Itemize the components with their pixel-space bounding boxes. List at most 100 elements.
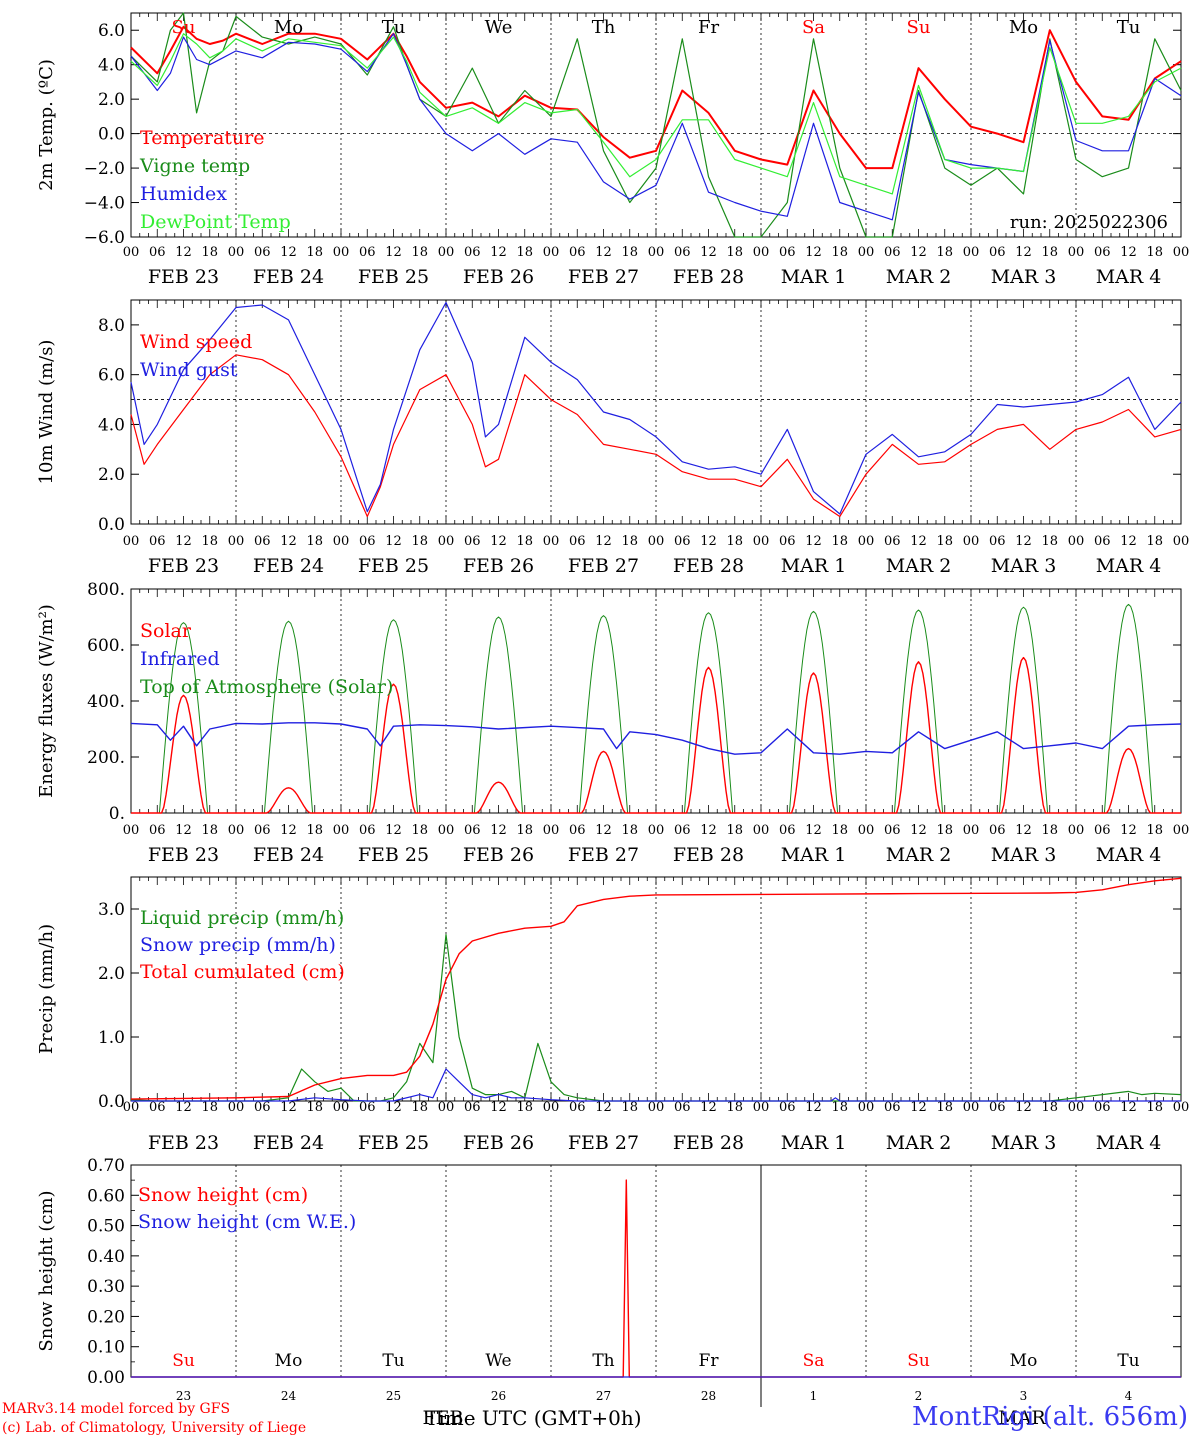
- weekday-label: Tu: [1117, 1351, 1139, 1371]
- y-tick-label: 600.: [87, 636, 125, 656]
- y-axis-title: Energy fluxes (W/m²): [36, 604, 57, 798]
- hour-label: 12: [700, 245, 717, 260]
- y-tick-label: 6.0: [98, 366, 125, 386]
- hour-label: 06: [989, 1100, 1006, 1115]
- hour-label: 00: [1173, 245, 1190, 260]
- weekday-label: Mo: [1009, 17, 1038, 38]
- hour-label: 12: [1120, 534, 1137, 549]
- legend-entry: Liquid precip (mm/h): [140, 907, 344, 929]
- date-label: FEB 25: [358, 555, 429, 577]
- y-tick-label: 8.0: [98, 316, 125, 336]
- hour-label: 00: [333, 245, 350, 260]
- date-label: FEB 24: [253, 844, 324, 866]
- hour-label: 18: [306, 245, 323, 260]
- hour-label: 18: [831, 1100, 848, 1115]
- hour-label: 00: [123, 245, 140, 260]
- hour-label: 18: [1146, 1100, 1163, 1115]
- date-label: MAR 1: [781, 266, 847, 288]
- hour-label: 00: [963, 534, 980, 549]
- date-label: MAR 4: [1096, 266, 1162, 288]
- hour-label: 12: [385, 823, 402, 838]
- hour-label: 18: [516, 1100, 533, 1115]
- y-axis-title: Precip (mm/h): [36, 924, 57, 1054]
- hour-label: 18: [936, 823, 953, 838]
- legend-entry: Snow height (cm W.E.): [138, 1211, 356, 1233]
- hour-label: 18: [411, 823, 428, 838]
- hour-label: 18: [936, 245, 953, 260]
- date-label: MAR 2: [886, 1132, 952, 1154]
- hour-label: 06: [989, 245, 1006, 260]
- hour-label: 06: [569, 245, 586, 260]
- y-tick-label: 200.: [87, 748, 125, 768]
- hour-label: 00: [963, 1100, 980, 1115]
- hour-label: 12: [280, 1100, 297, 1115]
- hour-label: 06: [464, 245, 481, 260]
- legend-entry: Temperature: [140, 127, 264, 149]
- date-label: FEB 28: [673, 555, 744, 577]
- hour-label: 18: [1041, 245, 1058, 260]
- hour-label: 00: [333, 1100, 350, 1115]
- hour-label: 06: [569, 534, 586, 549]
- series-line-dewpoint-temp: [130, 33, 1182, 195]
- hour-label: 06: [359, 534, 376, 549]
- hour-label: 18: [621, 245, 638, 260]
- hour-label: 18: [726, 534, 743, 549]
- hour-label: 12: [175, 245, 192, 260]
- day-number-label: 24: [281, 1389, 297, 1403]
- series-line-wind-gust: [130, 301, 1182, 515]
- hour-label: 06: [569, 823, 586, 838]
- hour-label: 18: [621, 823, 638, 838]
- hour-label: 00: [228, 245, 245, 260]
- hour-label: 18: [936, 534, 953, 549]
- hour-label: 12: [280, 534, 297, 549]
- hour-label: 06: [674, 1100, 691, 1115]
- hour-label: 00: [858, 1100, 875, 1115]
- hour-label: 18: [1041, 534, 1058, 549]
- date-label: FEB 26: [463, 555, 534, 577]
- hour-label: 12: [805, 823, 822, 838]
- y-tick-label: 0.0: [98, 515, 125, 535]
- hour-label: 12: [1015, 1100, 1032, 1115]
- x-axis-title: Time UTC (GMT+0h): [425, 1406, 642, 1430]
- series-line-total-cumulated-cm-: [130, 877, 1182, 1100]
- y-tick-label: −6.0: [84, 228, 125, 248]
- hour-label: 18: [621, 1100, 638, 1115]
- hour-label: 18: [201, 534, 218, 549]
- legend-entry: Humidex: [140, 183, 227, 205]
- hour-label: 00: [963, 245, 980, 260]
- hour-label: 00: [648, 823, 665, 838]
- legend-entry: Infrared: [140, 648, 220, 670]
- day-number-label: 2: [915, 1389, 923, 1403]
- weekday-label: Fr: [699, 1351, 720, 1371]
- date-label: MAR 1: [781, 1132, 847, 1154]
- hour-label: 00: [1068, 823, 1085, 838]
- hour-label: 06: [1094, 823, 1111, 838]
- series-line-humidex: [130, 33, 1182, 221]
- y-tick-label: 0.30: [87, 1277, 125, 1297]
- weekday-label: Fr: [698, 17, 719, 38]
- hour-label: 00: [1173, 534, 1190, 549]
- date-label: FEB 25: [358, 266, 429, 288]
- hour-label: 12: [175, 1100, 192, 1115]
- date-label: FEB 24: [253, 1132, 324, 1154]
- legend-entry: Snow precip (mm/h): [140, 934, 336, 956]
- weekday-label: Mo: [274, 17, 303, 38]
- hour-label: 06: [779, 534, 796, 549]
- hour-label: 06: [674, 823, 691, 838]
- weekday-label: Sa: [803, 1351, 825, 1371]
- hour-label: 12: [805, 1100, 822, 1115]
- hour-label: 12: [385, 1100, 402, 1115]
- hour-label: 06: [1094, 245, 1111, 260]
- weekday-label: Su: [172, 1351, 195, 1371]
- station-label: MontRigi (alt. 656m): [912, 1402, 1188, 1432]
- hour-label: 12: [1015, 534, 1032, 549]
- day-number-label: 28: [701, 1389, 716, 1403]
- hour-label: 12: [385, 534, 402, 549]
- hour-label: 12: [490, 534, 507, 549]
- y-tick-label: 0.00: [87, 1368, 125, 1388]
- date-label: MAR 3: [991, 844, 1057, 866]
- hour-label: 06: [149, 823, 166, 838]
- hour-label: 00: [753, 823, 770, 838]
- series-line-vigne-temp: [130, 12, 1182, 238]
- y-tick-label: 0.50: [87, 1217, 125, 1237]
